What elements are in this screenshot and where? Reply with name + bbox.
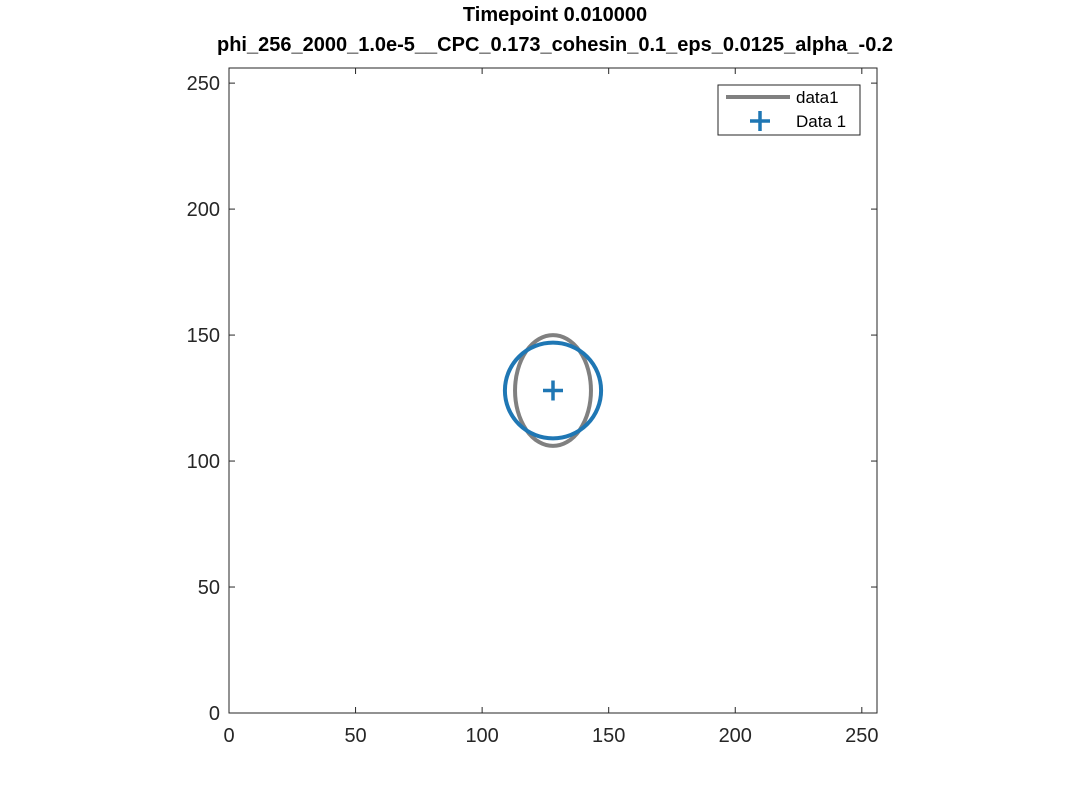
x-tick-label: 250 xyxy=(845,725,878,747)
legend-box xyxy=(717,84,861,136)
series-data1-contour xyxy=(513,333,593,448)
legend-label: data1 xyxy=(796,88,839,107)
x-tick-label: 50 xyxy=(344,725,366,747)
legend-label: Data 1 xyxy=(796,112,846,131)
y-tick-label: 150 xyxy=(187,325,220,347)
chart-subtitle: phi_256_2000_1.0e-5__CPC_0.173_cohesin_0… xyxy=(216,34,894,56)
y-tick-label: 0 xyxy=(209,703,220,725)
y-tick-label: 100 xyxy=(187,451,220,473)
chart-title: Timepoint 0.010000 xyxy=(462,4,648,26)
x-tick-label: 100 xyxy=(465,725,498,747)
y-tick-label: 250 xyxy=(187,73,220,95)
y-tick-label: 200 xyxy=(187,199,220,221)
x-tick-label: 150 xyxy=(592,725,625,747)
y-tick-label: 50 xyxy=(198,577,220,599)
x-tick-label: 200 xyxy=(719,725,752,747)
series-fit-circle xyxy=(502,340,604,441)
x-tick-label: 0 xyxy=(223,725,234,747)
